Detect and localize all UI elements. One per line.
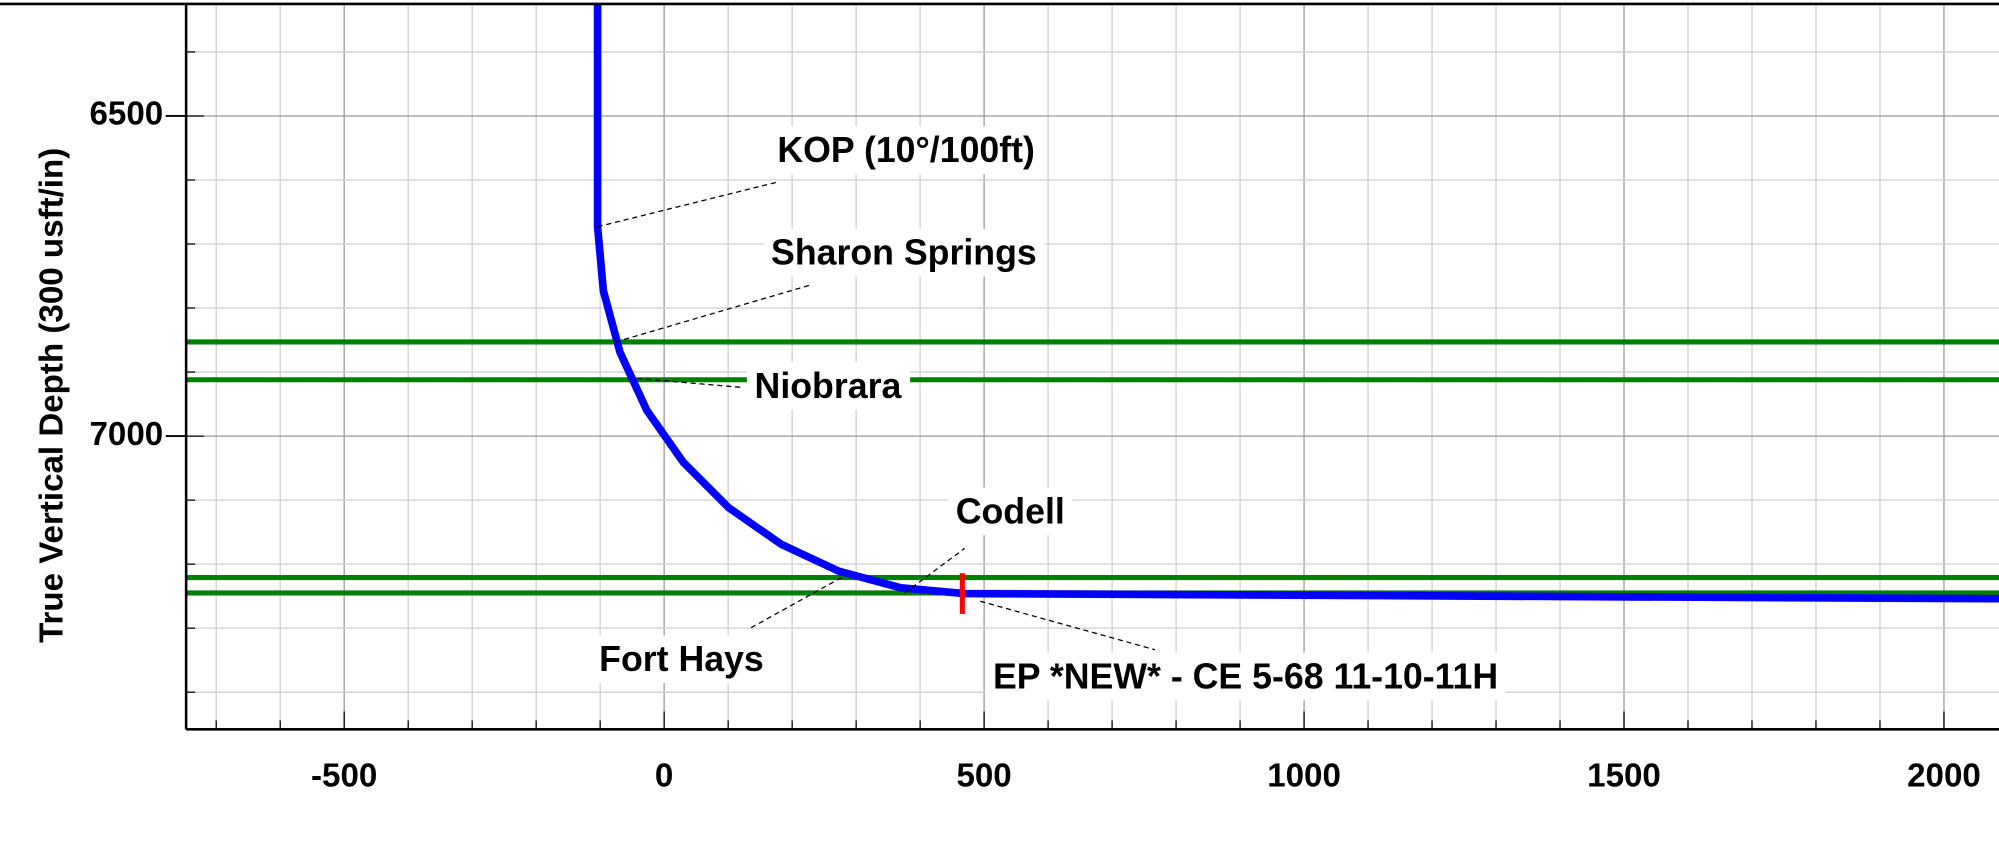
annotation: Codell [904,487,1073,594]
x-tick-label: 0 [655,758,673,795]
annotation: Fort Hays [591,577,842,683]
annotation-label: KOP (10°/100ft) [777,130,1035,170]
x-tick-label: 1500 [1587,758,1661,795]
annotation: Niobrara [637,362,911,410]
annotation-label: Codell [956,491,1065,531]
x-tick-label: 2000 [1907,758,1981,795]
leader-line [749,577,842,630]
annotation: KOP (10°/100ft) [597,126,1043,228]
label-background [948,487,1073,536]
annotation: Sharon Springs [615,228,1045,343]
y-tick-label: 7000 [89,416,163,453]
label-background [769,126,1043,175]
label-background [746,362,911,410]
annotation: EP *NEW* - CE 5-68 11-10-11H [980,600,1506,701]
well-path [593,3,1999,603]
leader-line [615,283,813,343]
x-tick-label: 500 [956,758,1011,795]
leader-line [597,181,778,228]
annotation-label: Fort Hays [599,639,764,679]
leader-line [904,547,966,594]
y-tick-label: 6500 [89,96,163,133]
label-background [985,652,1506,701]
y-axis-label: True Vertical Depth (300 usft/in) [33,148,70,643]
annotation-label: Niobrara [755,366,903,406]
annotation-label: EP *NEW* - CE 5-68 11-10-11H [993,656,1498,696]
leader-line [980,600,1156,651]
label-background [763,228,1045,277]
x-tick-label: -500 [311,758,377,795]
label-background [591,635,772,683]
x-tick-label: 1000 [1267,758,1341,795]
annotation-label: Sharon Springs [771,233,1037,273]
